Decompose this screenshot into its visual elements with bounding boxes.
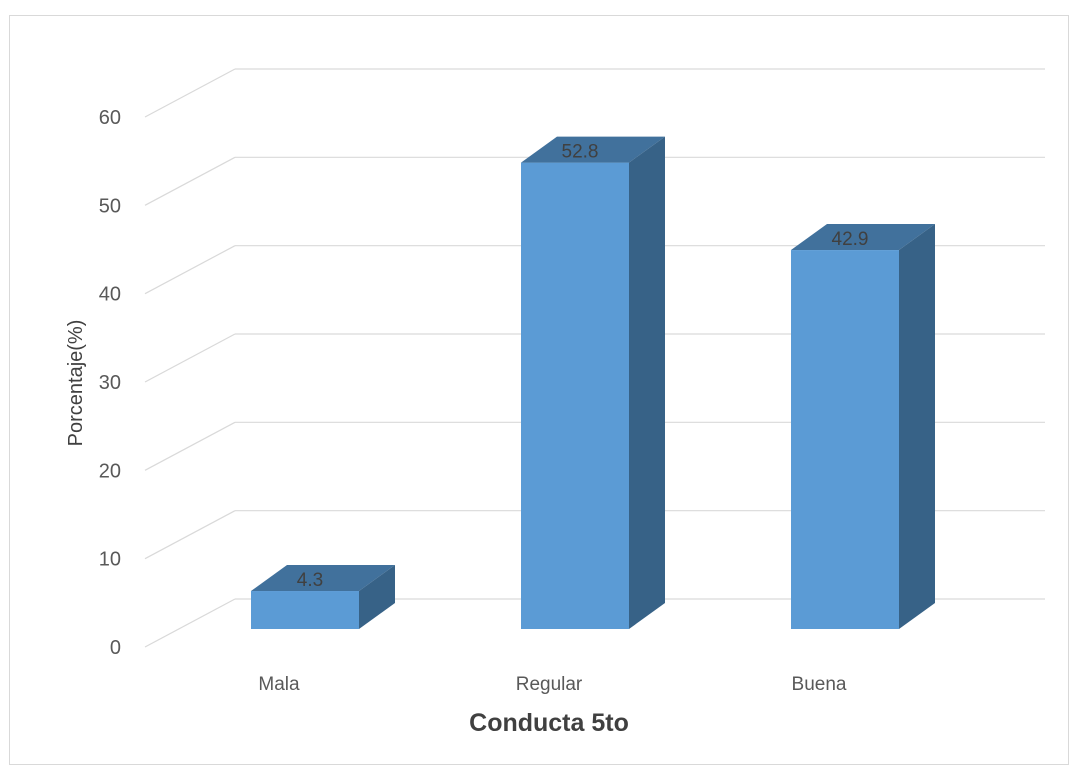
y-tick-label: 60 <box>99 107 121 129</box>
gridline-depth <box>144 245 236 295</box>
y-tick-label: 40 <box>99 284 121 306</box>
bar-top-face <box>251 565 395 592</box>
bar-top-face <box>791 224 935 251</box>
gridline-depth <box>144 421 236 471</box>
x-axis-title: Conducta 5to <box>469 709 629 737</box>
gridline-depth <box>144 156 236 206</box>
bar-side-face <box>629 136 665 629</box>
y-tick-label: 30 <box>99 372 121 394</box>
y-tick-label: 20 <box>99 460 121 482</box>
y-tick-label: 10 <box>99 549 121 571</box>
bar-top-face <box>521 136 665 163</box>
bar-side-face <box>359 565 395 629</box>
bar <box>791 250 899 630</box>
chart-area-border <box>9 15 1069 765</box>
gridline-depth <box>144 510 236 560</box>
y-tick-label: 50 <box>99 195 121 217</box>
data-label: 42.9 <box>832 229 869 250</box>
bar <box>521 162 629 629</box>
data-label: 4.3 <box>297 570 323 591</box>
x-tick-label: Buena <box>792 674 847 695</box>
bar-side-face <box>899 224 935 630</box>
gridline-depth <box>144 598 236 648</box>
bar <box>251 591 359 629</box>
gridline-depth <box>144 68 236 118</box>
y-tick-label: 0 <box>110 637 121 659</box>
x-tick-label: Mala <box>258 674 300 695</box>
data-label: 52.8 <box>562 142 599 163</box>
y-axis-title: Porcentaje(%) <box>65 320 87 447</box>
x-tick-label: Regular <box>516 674 583 695</box>
gridline-depth <box>144 333 236 383</box>
